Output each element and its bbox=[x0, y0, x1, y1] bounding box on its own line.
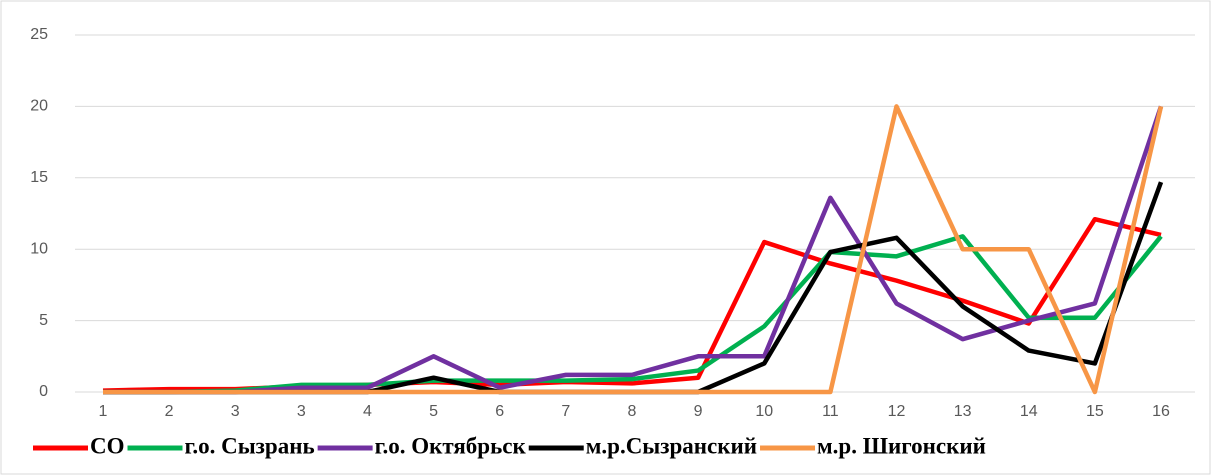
x-tick-label: 4 bbox=[363, 403, 372, 420]
x-tick-label: 15 bbox=[1086, 403, 1104, 420]
x-tick-label: 10 bbox=[755, 403, 773, 420]
x-tick-label: 14 bbox=[1020, 403, 1038, 420]
series-line bbox=[103, 234, 1163, 395]
x-tick-label: 3 bbox=[297, 403, 306, 420]
y-tick-label: 0 bbox=[39, 383, 48, 400]
x-tick-label: 16 bbox=[1152, 403, 1170, 420]
x-tick-label: 12 bbox=[888, 403, 906, 420]
legend-label: г.о. Сызрань bbox=[185, 433, 315, 458]
x-tick-label: 5 bbox=[429, 403, 438, 420]
y-tick-label: 25 bbox=[30, 26, 48, 43]
series-line bbox=[103, 105, 1164, 395]
y-tick-label: 15 bbox=[30, 169, 48, 186]
x-tick-label: 8 bbox=[628, 403, 637, 420]
x-tick-label: 13 bbox=[954, 403, 972, 420]
x-tick-label: 11 bbox=[822, 403, 839, 420]
x-tick-label: 2 bbox=[165, 403, 174, 420]
series-line bbox=[103, 104, 1164, 395]
legend-label: г.о. Октябрьск bbox=[375, 433, 527, 458]
y-tick-label: 5 bbox=[39, 312, 48, 329]
x-tick-label: 6 bbox=[495, 403, 504, 420]
x-tick-label: 3 bbox=[231, 403, 240, 420]
x-tick-label: 7 bbox=[561, 403, 570, 420]
x-tick-label: 1 bbox=[99, 403, 108, 420]
legend-label: СО bbox=[90, 433, 125, 458]
x-tick-label: 9 bbox=[694, 403, 703, 420]
legend-label: м.р. Шигонский bbox=[817, 433, 986, 458]
y-tick-label: 20 bbox=[30, 98, 48, 115]
y-tick-label: 10 bbox=[30, 240, 48, 257]
legend-label: м.р.Сызранский bbox=[586, 433, 757, 458]
